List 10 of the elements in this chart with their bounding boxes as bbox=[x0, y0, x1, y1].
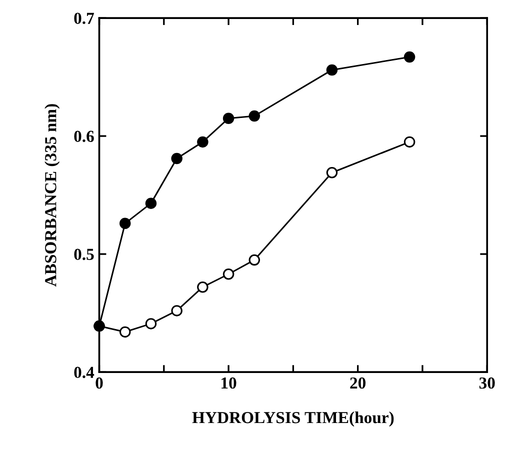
x-tick-label: 10 bbox=[222, 377, 236, 389]
x-axis-title: HYDROLYSIS TIME(hour) bbox=[192, 411, 394, 427]
y-tick-label: 0.6 bbox=[74, 130, 94, 142]
x-tick-label: 20 bbox=[350, 377, 366, 389]
y-tick-label: 0.7 bbox=[74, 12, 94, 24]
y-axis-title: ABSORBANCE (335 nm) bbox=[44, 104, 60, 287]
y-tick-label: 0.5 bbox=[74, 248, 94, 260]
x-tick-label: 30 bbox=[479, 377, 495, 389]
x-tick-label: 0 bbox=[96, 377, 103, 389]
y-tick-label: 0.4 bbox=[74, 366, 94, 378]
